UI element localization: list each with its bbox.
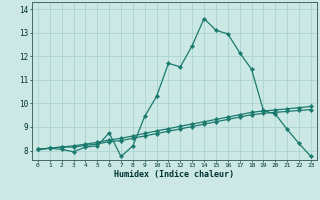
X-axis label: Humidex (Indice chaleur): Humidex (Indice chaleur): [115, 170, 234, 179]
